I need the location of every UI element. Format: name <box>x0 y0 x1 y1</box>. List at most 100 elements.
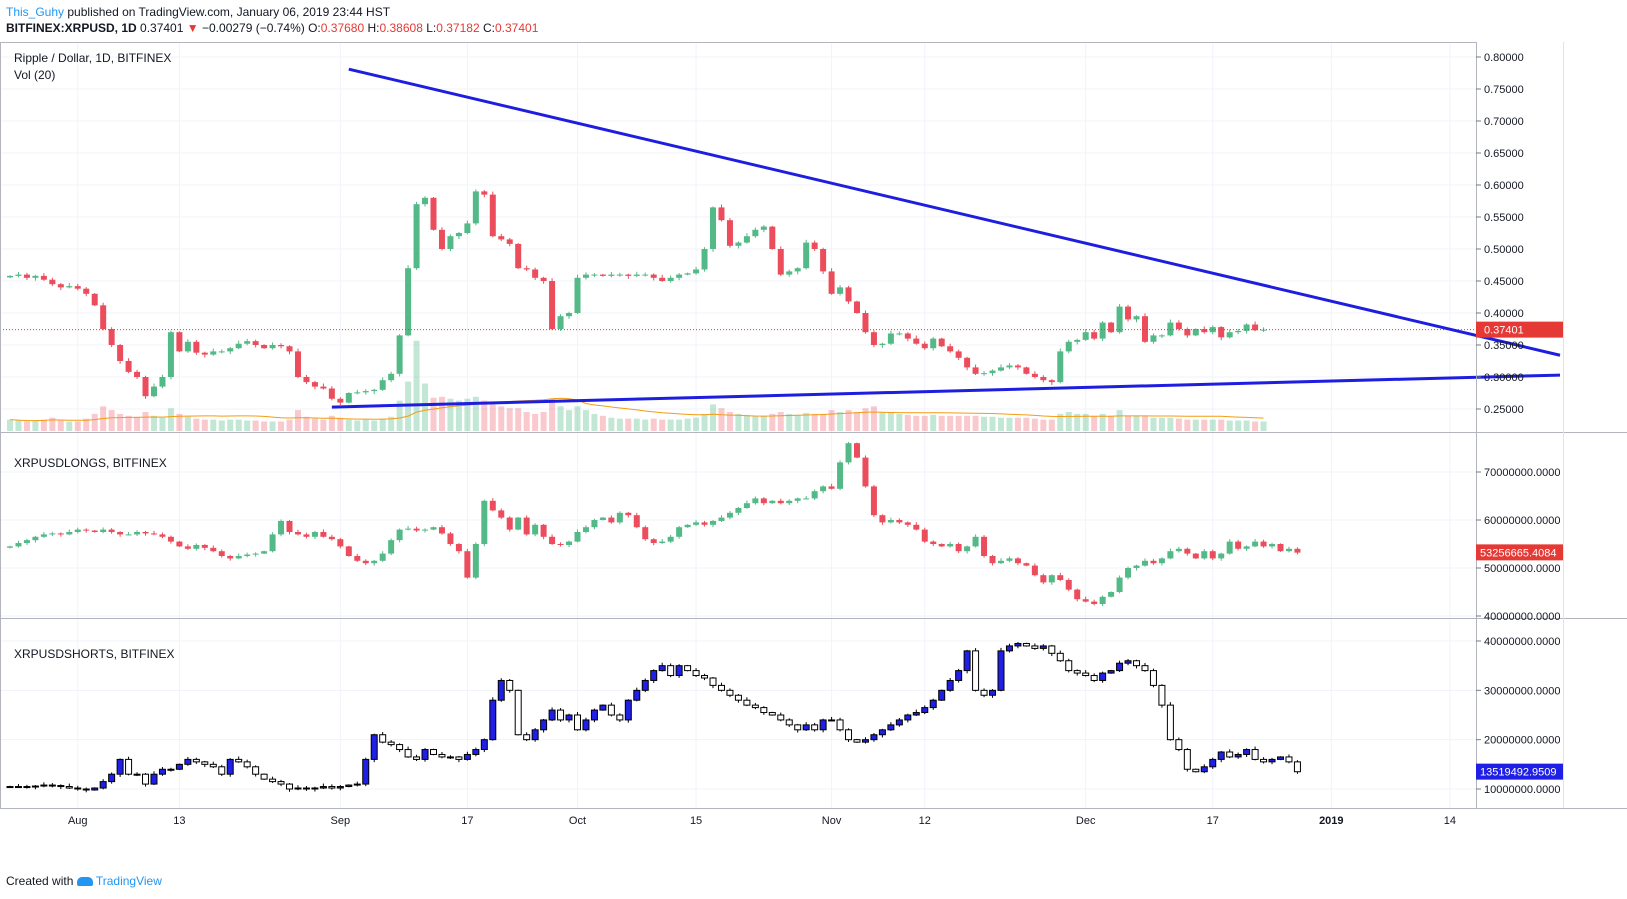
candle-body <box>565 714 573 721</box>
author-link[interactable]: This_Guhy <box>6 5 65 19</box>
tradingview-brand[interactable]: TradingView <box>95 874 162 888</box>
candle-body <box>1124 660 1132 664</box>
candle-body <box>430 527 437 530</box>
candle-body <box>1277 756 1284 760</box>
candle-body <box>277 781 285 785</box>
volume-bar <box>997 417 1004 431</box>
candle-body <box>387 741 395 746</box>
volume-bar <box>1235 420 1242 431</box>
volume-bar <box>371 420 378 431</box>
volume-bar <box>726 412 733 431</box>
candle-body <box>303 534 310 537</box>
candle-body <box>328 388 335 399</box>
candle-body <box>1251 749 1259 760</box>
candle-body <box>1175 739 1183 751</box>
candle-body <box>336 786 344 789</box>
candle-body <box>692 670 700 677</box>
candle-body <box>1209 551 1216 559</box>
candle-body <box>1235 541 1242 549</box>
volume-bar <box>167 408 174 431</box>
candle-body <box>608 274 615 276</box>
candle-body <box>117 532 124 535</box>
candle-body <box>752 229 759 237</box>
volume-bar <box>244 420 251 431</box>
candle-body <box>422 529 429 531</box>
candle-body <box>1183 749 1191 770</box>
volume-bar <box>1040 419 1047 431</box>
last-price: 0.37401 <box>140 21 184 35</box>
candle-body <box>1175 548 1182 552</box>
candle-body <box>887 520 894 523</box>
candle-body <box>734 694 742 701</box>
candle-body <box>854 443 860 458</box>
volume-bar <box>574 406 581 431</box>
candle-body <box>362 560 369 564</box>
candle-body <box>99 781 107 789</box>
candle-body <box>74 529 81 532</box>
candle-body <box>218 551 225 556</box>
candle-body <box>582 719 590 731</box>
volume-bar <box>557 406 564 431</box>
y-tick-label: 0.55000 <box>1484 212 1524 224</box>
volume-bar <box>15 420 22 431</box>
longs-last-badge <box>1476 544 1563 561</box>
candle-body <box>1252 541 1259 547</box>
candle-body <box>1209 758 1217 768</box>
candle-body <box>1192 329 1199 336</box>
volume-bar <box>464 398 471 431</box>
volume-bar <box>32 420 39 431</box>
volume-bar <box>252 420 259 431</box>
candle-body <box>549 536 556 544</box>
volume-bar <box>777 412 784 431</box>
candle-body <box>1014 642 1022 647</box>
volume-bar <box>1125 415 1132 431</box>
volume-bar <box>269 421 276 431</box>
candle-body <box>261 345 268 349</box>
candle-body <box>1056 652 1064 662</box>
candle-body <box>675 665 683 677</box>
volume-bar <box>430 397 437 431</box>
volume-bar <box>108 410 115 431</box>
candle-body <box>811 724 819 731</box>
y-tick-label: 50000000.0000 <box>1484 563 1560 575</box>
candle-body <box>633 515 640 528</box>
candle-body <box>870 332 877 345</box>
candle-body <box>40 534 47 537</box>
price-change: −0.00279 (−0.74%) <box>202 21 305 35</box>
candle-body <box>693 522 700 525</box>
candle-body <box>192 758 200 763</box>
candle-body <box>311 532 318 537</box>
candle-body <box>659 541 666 544</box>
candle-body <box>972 367 979 374</box>
chart-header: This_Guhy published on TradingView.com, … <box>6 4 538 36</box>
candle-body <box>1141 560 1148 566</box>
candle-body <box>371 389 378 392</box>
candle-body <box>1133 660 1141 667</box>
candle-body <box>1184 548 1191 554</box>
volume-bar <box>74 421 81 431</box>
candle-body <box>574 532 581 542</box>
volume-bar <box>1150 417 1157 431</box>
candle-body <box>1065 580 1072 590</box>
volume-bar <box>1192 419 1199 431</box>
candle-body <box>303 377 310 383</box>
longs-last-label: 53256665.4084 <box>1480 547 1556 559</box>
candle-body <box>658 665 666 672</box>
candle-body <box>209 763 217 768</box>
candle-body <box>125 534 132 536</box>
candle-body <box>413 204 420 269</box>
candle-body <box>506 239 513 244</box>
volume-bar <box>1141 415 1148 431</box>
candle-body <box>252 341 259 345</box>
price-candles <box>7 189 1267 405</box>
candle-body <box>531 729 539 741</box>
candle-body <box>650 274 657 278</box>
candle-body <box>328 786 336 789</box>
candle-body <box>150 386 157 397</box>
candle-body <box>243 761 251 768</box>
candle-body <box>1294 548 1301 553</box>
candle-body <box>786 500 793 504</box>
candle-body <box>23 540 30 544</box>
candle-body <box>845 287 852 302</box>
